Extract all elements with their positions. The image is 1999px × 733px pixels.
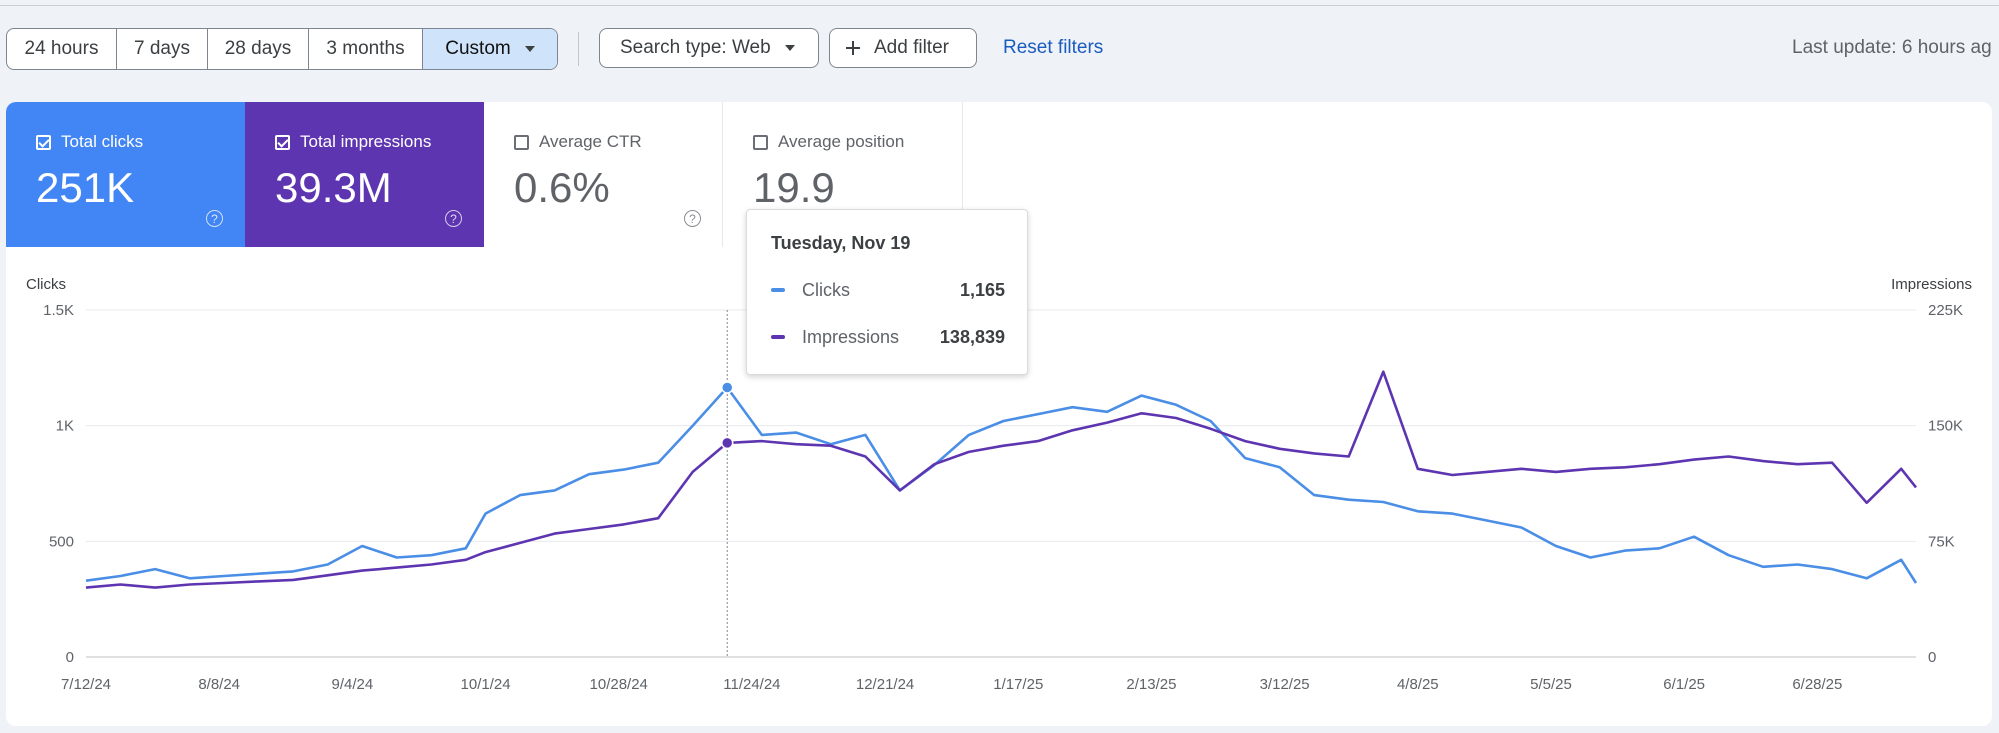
metric-card-total-impressions[interactable]: Total impressions 39.3M ?	[245, 102, 484, 247]
metric-card-total-clicks[interactable]: Total clicks 251K ?	[6, 102, 245, 247]
metric-label: Average CTR	[539, 132, 642, 151]
metric-value: 251K	[36, 164, 135, 211]
x-tick-label: 10/1/24	[461, 676, 511, 693]
x-tick-label: 3/12/25	[1260, 676, 1310, 693]
help-icon[interactable]: ?	[206, 210, 223, 227]
metric-card-average-ctr[interactable]: Average CTR 0.6% ?	[484, 102, 723, 247]
add-filter-label: Add filter	[874, 37, 949, 58]
tooltip-series-name: Impressions	[802, 326, 900, 347]
chart-tooltip: Tuesday, Nov 19 Clicks 1,165 Impressions…	[746, 209, 1028, 375]
y-right-tick-label: 150K	[1928, 418, 1963, 435]
y-right-axis-label: Impressions	[1891, 276, 1972, 293]
range-28-days[interactable]: 28 days	[208, 29, 309, 69]
date-range-selector: 24 hours 7 days 28 days 3 months Custom	[6, 28, 558, 70]
checkbox-unchecked-icon[interactable]	[753, 134, 768, 150]
x-tick-label: 10/28/24	[590, 676, 648, 693]
checkbox-unchecked-icon[interactable]	[514, 134, 529, 150]
search-type-dropdown[interactable]: Search type: Web	[599, 28, 819, 68]
checkbox-checked-icon[interactable]	[275, 134, 290, 150]
tooltip-date: Tuesday, Nov 19	[771, 233, 911, 253]
y-right-tick-label: 0	[1928, 649, 1936, 666]
toolbar-divider	[578, 32, 579, 66]
tooltip-series-value: 1,165	[959, 279, 1005, 300]
y-left-tick-label: 1K	[56, 418, 74, 435]
series-line-clicks	[85, 386, 1918, 584]
help-icon[interactable]: ?	[684, 210, 701, 227]
y-left-axis-label: Clicks	[26, 276, 66, 293]
plus-icon	[846, 41, 860, 55]
metric-value: 0.6%	[514, 164, 610, 211]
x-tick-label: 4/8/25	[1397, 676, 1439, 693]
y-left-tick-label: 500	[49, 533, 74, 550]
checkbox-checked-icon[interactable]	[36, 134, 51, 150]
metric-value: 19.9	[753, 164, 835, 211]
reset-filters-link[interactable]: Reset filters	[1003, 37, 1104, 58]
range-custom[interactable]: Custom	[423, 29, 557, 69]
hover-point-clicks	[720, 381, 734, 394]
tooltip-row-clicks: Clicks 1,165	[771, 278, 1005, 302]
filter-toolbar: 24 hours 7 days 28 days 3 months Custom …	[6, 28, 1999, 70]
x-tick-label: 7/12/24	[61, 676, 111, 693]
tooltip-series-value: 138,839	[939, 326, 1005, 347]
x-tick-label: 9/4/24	[332, 676, 374, 693]
last-update-text: Last update: 6 hours ag	[1792, 37, 1992, 58]
x-tick-label: 2/13/25	[1126, 676, 1176, 693]
x-tick-label: 6/1/25	[1663, 676, 1705, 693]
metric-label: Total clicks	[61, 132, 144, 151]
hover-point-impressions	[720, 436, 734, 450]
range-custom-label: Custom	[445, 38, 511, 59]
clicks-legend-swatch	[771, 288, 785, 292]
metric-label: Average position	[778, 132, 905, 151]
metric-value: 39.3M	[275, 164, 392, 211]
tooltip-series-name: Clicks	[802, 279, 850, 300]
performance-chart: 0 0 500 75K 1K 150K 1.5K 225K Clicks Impressions 7…	[26, 276, 1972, 693]
range-7-days[interactable]: 7 days	[117, 29, 208, 69]
x-tick-label: 11/24/24	[723, 676, 780, 693]
metric-label: Total impressions	[300, 132, 432, 151]
add-filter-button[interactable]: Add filter	[829, 28, 977, 68]
x-tick-label: 1/17/25	[993, 676, 1043, 693]
chevron-down-icon	[524, 46, 535, 52]
x-tick-label: 5/5/25	[1530, 676, 1572, 693]
tooltip-row-impressions: Impressions 138,839	[771, 325, 1005, 349]
top-divider	[0, 5, 1999, 6]
range-24-hours[interactable]: 24 hours	[7, 29, 117, 69]
x-tick-label: 6/28/25	[1792, 676, 1842, 693]
x-tick-label: 8/8/24	[198, 676, 240, 693]
range-3-months[interactable]: 3 months	[309, 29, 423, 69]
chevron-down-icon	[784, 45, 795, 51]
search-type-label: Search type: Web	[620, 37, 771, 58]
y-left-tick-label: 1.5K	[43, 302, 74, 319]
help-icon[interactable]: ?	[445, 210, 462, 227]
series-line-impressions	[85, 370, 1918, 589]
y-right-tick-label: 75K	[1928, 533, 1955, 550]
performance-panel: 0 0 500 75K 1K 150K 1.5K 225K Clicks Impressions 7…	[6, 102, 1992, 726]
y-right-tick-label: 225K	[1928, 302, 1963, 319]
y-left-tick-label: 0	[66, 649, 74, 666]
x-tick-label: 12/21/24	[856, 676, 914, 693]
impressions-legend-swatch	[771, 335, 785, 339]
